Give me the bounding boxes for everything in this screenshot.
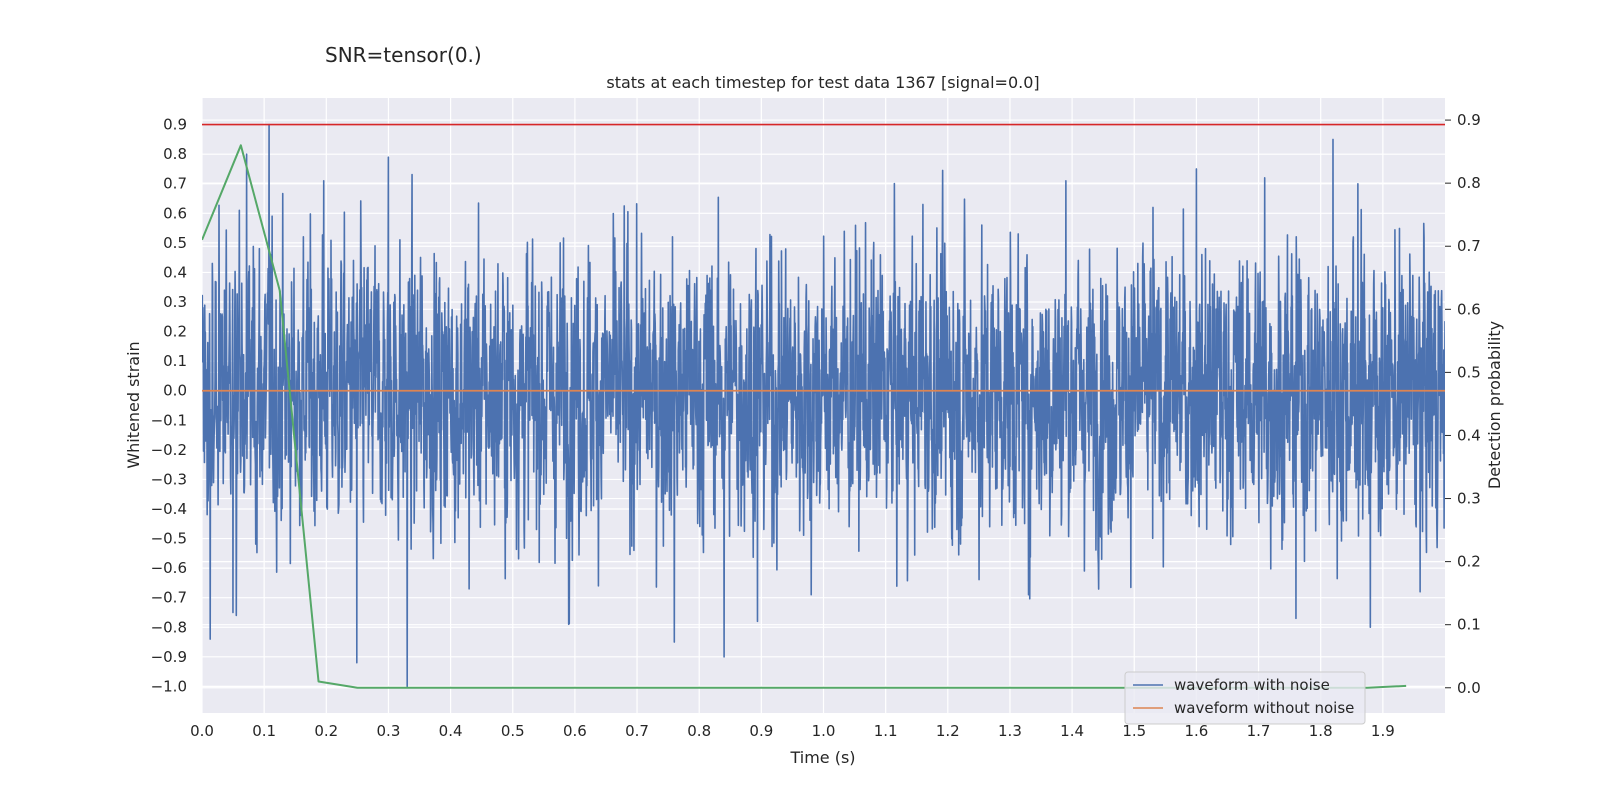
x-tick-label: 0.6 [563, 722, 587, 740]
y-tick-label: −0.1 [151, 411, 187, 429]
x-tick-label: 1.4 [1060, 722, 1084, 740]
x-axis-ticks: 0.0 0.1 0.2 0.3 0.4 0.5 0.6 0.7 0.8 0.9 1.0 1.1 1.2 1… [190, 722, 1395, 740]
y-axis-ticks: 0.9 0.8 0.7 0.6 0.5 0.4 0.3 0.2 0.1 0.0 −0.1 −0.2 −0… [151, 116, 187, 696]
legend: waveform with noise waveform without noi… [1124, 671, 1366, 725]
chart-title: stats at each timestep for test data 136… [606, 73, 1039, 92]
y-tick-label: 0.9 [163, 116, 187, 134]
x-tick-label: 0.9 [749, 722, 773, 740]
legend-entry-waveform-with-noise: waveform with noise [1174, 676, 1330, 694]
y-axis-label: Whitened strain [124, 341, 143, 468]
x-tick-label: 0.1 [252, 722, 276, 740]
legend-entry-waveform-without-noise: waveform without noise [1174, 699, 1354, 717]
y-tick-label: −0.2 [151, 441, 187, 459]
y-tick-label: −0.7 [151, 589, 187, 607]
x-axis-label: Time (s) [789, 748, 855, 767]
y-tick-label: 0.6 [163, 204, 187, 222]
x-tick-label: 1.8 [1309, 722, 1333, 740]
series-waveform-with-noise [202, 123, 1445, 688]
y2-tick-label: 0.4 [1457, 426, 1481, 444]
x-tick-label: 0.5 [501, 722, 525, 740]
x-tick-label: 1.0 [812, 722, 836, 740]
y-tick-label: −0.3 [151, 470, 187, 488]
x-tick-label: 0.3 [377, 722, 401, 740]
y2-tick-label: 0.7 [1457, 237, 1481, 255]
legend-box [1124, 671, 1366, 725]
y-tick-label: 0.4 [163, 263, 187, 281]
y2-tick-label: 0.1 [1457, 616, 1481, 634]
x-tick-label: 1.6 [1184, 722, 1208, 740]
y-tick-label: −0.5 [151, 530, 187, 548]
x-tick-label: 0.0 [190, 722, 214, 740]
y-tick-label: 0.3 [163, 293, 187, 311]
y2-tick-label: 0.3 [1457, 490, 1481, 508]
y-tick-label: −0.6 [151, 559, 187, 577]
y-tick-label: 0.2 [163, 323, 187, 341]
y-tick-label: −0.8 [151, 618, 187, 636]
x-tick-label: 1.3 [998, 722, 1022, 740]
series-layer [202, 123, 1445, 689]
y2-tick-label: 0.9 [1457, 111, 1481, 129]
x-tick-label: 0.7 [625, 722, 649, 740]
x-tick-label: 0.2 [314, 722, 338, 740]
y-tick-label: 0.8 [163, 145, 187, 163]
x-tick-label: 1.2 [936, 722, 960, 740]
y-tick-label: −0.4 [151, 500, 187, 518]
y2-axis-ticks: 0.9 0.8 0.7 0.6 0.5 0.4 0.3 0.2 0.1 0.0 [1445, 111, 1481, 697]
y2-axis-label: Detection probability [1485, 321, 1504, 489]
y-tick-label: −0.9 [151, 648, 187, 666]
y-tick-label: −1.0 [151, 677, 187, 695]
x-tick-label: 1.5 [1122, 722, 1146, 740]
y2-tick-label: 0.5 [1457, 363, 1481, 381]
x-tick-label: 1.7 [1247, 722, 1271, 740]
x-tick-label: 0.8 [687, 722, 711, 740]
x-tick-label: 0.4 [439, 722, 463, 740]
figure-suptitle: SNR=tensor(0.) [325, 43, 482, 67]
x-tick-label: 1.1 [874, 722, 898, 740]
y-tick-label: 0.5 [163, 234, 187, 252]
y-tick-label: 0.0 [163, 382, 187, 400]
y2-tick-label: 0.6 [1457, 300, 1481, 318]
x-tick-label: 1.9 [1371, 722, 1395, 740]
y-tick-label: 0.1 [163, 352, 187, 370]
y-tick-label: 0.7 [163, 175, 187, 193]
y2-tick-label: 0.8 [1457, 174, 1481, 192]
y2-tick-label: 0.0 [1457, 679, 1481, 697]
y2-tick-label: 0.2 [1457, 553, 1481, 571]
